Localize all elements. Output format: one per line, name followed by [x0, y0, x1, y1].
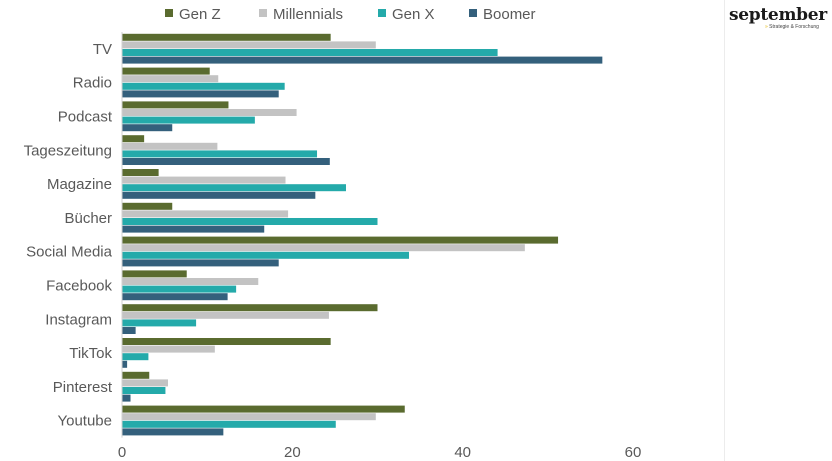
bar-youtube-boomer	[122, 428, 224, 436]
bar-social-media-gen-z	[122, 236, 559, 244]
category-label-tv: TV	[93, 41, 112, 58]
category-label-facebook: Facebook	[46, 278, 112, 295]
bar-pinterest-millennials	[122, 379, 168, 387]
bar-facebook-boomer	[122, 293, 228, 301]
bar-social-media-gen-x	[122, 251, 410, 259]
legend-label-millennials: Millennials	[273, 6, 343, 23]
category-axis: TV Radio Podcast Tageszeitung Magazine Bücher…	[24, 41, 113, 430]
bar-tiktok-gen-z	[122, 338, 331, 345]
bar-radio-millennials	[122, 75, 219, 83]
panel-divider	[724, 0, 725, 461]
bar-pinterest-boomer	[122, 394, 131, 402]
bar-radio-boomer	[122, 90, 279, 98]
tick-label-40: 40	[454, 444, 471, 461]
legend-swatch-gen-x	[378, 9, 386, 17]
bar-instagram-boomer	[122, 327, 136, 334]
bar-b-cher-millennials	[122, 210, 289, 218]
bar-podcast-millennials	[122, 109, 297, 116]
bar-magazine-gen-x	[122, 184, 346, 192]
chart-legend: Gen Z Millennials Gen X Boomer	[165, 6, 536, 23]
legend-swatch-boomer	[469, 9, 477, 17]
bar-tiktok-gen-x	[122, 353, 149, 361]
bar-social-media-millennials	[122, 244, 525, 252]
bar-tiktok-millennials	[122, 345, 215, 353]
category-label-b-cher: Bücher	[64, 210, 112, 227]
bar-radio-gen-z	[122, 67, 210, 75]
bar-facebook-gen-x	[122, 285, 237, 293]
category-label-magazine: Magazine	[47, 176, 112, 193]
bar-facebook-gen-z	[122, 270, 187, 278]
bar-radio-gen-x	[122, 82, 285, 90]
bar-youtube-millennials	[122, 413, 376, 421]
bar-b-cher-gen-z	[122, 202, 173, 210]
legend-swatch-millennials	[259, 9, 267, 17]
bar-tageszeitung-millennials	[122, 142, 218, 150]
category-label-podcast: Podcast	[58, 109, 113, 126]
legend-label-boomer: Boomer	[483, 6, 536, 23]
bar-instagram-gen-z	[122, 304, 378, 312]
category-label-radio: Radio	[73, 75, 112, 92]
tick-label-20: 20	[284, 444, 301, 461]
bar-social-media-boomer	[122, 259, 279, 267]
bar-youtube-gen-x	[122, 420, 336, 428]
bar-instagram-millennials	[122, 311, 329, 319]
tick-label-60: 60	[625, 444, 642, 461]
bar-b-cher-boomer	[122, 225, 265, 233]
bar-instagram-gen-x	[122, 319, 197, 327]
bar-facebook-millennials	[122, 278, 259, 285]
bar-pinterest-gen-x	[122, 387, 166, 394]
bar-tageszeitung-gen-x	[122, 150, 318, 158]
bar-tv-gen-z	[122, 33, 331, 41]
legend-label-gen-z: Gen Z	[179, 6, 221, 23]
bar-magazine-millennials	[122, 176, 286, 184]
bar-magazine-boomer	[122, 191, 316, 199]
bar-pinterest-gen-z	[122, 371, 150, 379]
tick-label-0: 0	[118, 444, 126, 461]
bar-podcast-gen-z	[122, 101, 229, 109]
bar-magazine-gen-z	[122, 169, 159, 176]
category-label-instagram: Instagram	[45, 311, 112, 328]
legend-swatch-gen-z	[165, 9, 173, 17]
brand-tagline: Strategie & Forschung	[769, 24, 819, 30]
bar-podcast-boomer	[122, 124, 173, 132]
bar-tv-boomer	[122, 56, 603, 64]
category-label-social-media: Social Media	[26, 244, 113, 261]
bar-series	[122, 33, 603, 436]
value-axis: 0 20 40 60	[118, 444, 642, 461]
bar-tv-gen-x	[122, 49, 498, 56]
bar-b-cher-gen-x	[122, 218, 378, 225]
brand-name: september	[729, 5, 827, 25]
bar-podcast-gen-x	[122, 116, 255, 124]
bar-tv-millennials	[122, 41, 376, 49]
bar-tageszeitung-gen-z	[122, 135, 145, 143]
legend-label-gen-x: Gen X	[392, 6, 435, 23]
brand-logo: september » Strategie & Forschung	[729, 6, 829, 31]
category-label-tiktok: TikTok	[69, 345, 112, 362]
bar-tageszeitung-boomer	[122, 158, 330, 165]
category-label-youtube: Youtube	[57, 413, 112, 430]
category-label-tageszeitung: Tageszeitung	[24, 142, 112, 159]
bar-tiktok-boomer	[122, 360, 128, 368]
bar-youtube-gen-z	[122, 405, 405, 413]
category-label-pinterest: Pinterest	[53, 379, 113, 396]
